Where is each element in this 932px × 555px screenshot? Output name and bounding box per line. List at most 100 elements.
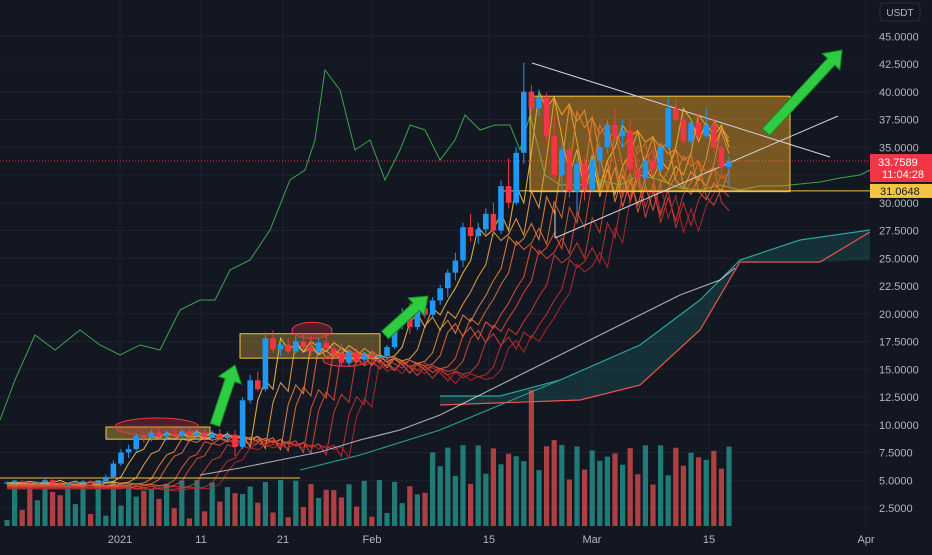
cloud-fill [440,230,870,405]
candle-body [574,163,580,192]
candle-body [224,434,231,439]
quote-label: USDT [886,8,913,19]
candle-body [551,136,557,175]
volume-bar [57,495,63,526]
volume-bar [65,485,71,526]
price-tick-label: 17.5000 [879,337,919,349]
candle-body [521,91,527,153]
candle-body [711,125,717,148]
highlight-ellipse-3 [322,353,368,367]
volume-bar [285,517,291,526]
candle-body [285,344,291,352]
candle-body [619,130,626,137]
candle-body [118,452,124,464]
volume-bar [680,465,686,526]
candle-body [57,483,63,485]
volume-bar [528,390,534,526]
volume-bar [50,492,56,526]
candle-body [209,433,215,437]
candle-body [369,354,375,359]
ichimoku-cloud [299,229,871,471]
candle-body [239,400,246,447]
time-axis: 2021 11 21 Feb 15 Mar 15 Apr [0,528,932,550]
price-tick-label: 15.0000 [879,364,919,376]
volume-bar [194,480,200,526]
volume-bar [346,484,352,526]
volume-bar [103,515,109,526]
volume-bar [240,494,246,526]
candle-body [475,229,481,237]
consolidation-box-3 [529,95,791,193]
volume-bar [4,520,10,526]
candle-body [49,480,56,484]
volume-bar [536,470,542,526]
time-tick-label: 15 [483,534,495,546]
candle-body [642,160,649,179]
candle-body [4,482,10,484]
candle-body [650,160,656,170]
candle-body [201,432,208,437]
volume-bar [407,486,413,526]
candle-body [163,433,170,436]
candle-body [718,147,725,168]
candle-body [125,449,132,453]
level-badge [870,183,932,198]
lagging-span-line [0,68,871,421]
candle-body [34,482,41,484]
time-axis-bg [0,528,932,550]
candle-body [186,431,193,436]
volume-bar [255,502,261,526]
candle-body [156,432,162,436]
candle-body [490,213,497,231]
price-tick-label: 20.0000 [879,309,919,321]
candle-body [528,91,535,109]
volume-bar [574,446,580,526]
candle-body [171,433,177,436]
candle-body [407,313,413,328]
candle-body [232,434,238,447]
last-price-value: 33.7589 [878,157,918,169]
volume-bar [361,480,367,526]
candle-body [460,227,466,261]
price-tick-label: 10.0000 [879,420,919,432]
candle-body [300,341,307,348]
volume-bar [718,468,724,526]
price-tick-label: 22.5000 [879,281,919,293]
volume-bar [300,507,306,526]
candle-body [194,432,200,436]
volume-bar [126,484,132,526]
candle-body [695,122,702,137]
annotation-arrows [209,49,843,428]
volume-bar [247,486,253,526]
volume-bar [437,466,443,526]
candles [4,62,732,487]
candle-body [72,482,79,484]
volume-bar [620,464,626,526]
volume-bar [118,505,124,526]
cloud-span-a [440,229,871,397]
level-value: 31.0648 [880,186,920,198]
volume-bar [232,493,238,526]
time-tick-label: Mar [583,534,602,546]
ma-ribbon-line [7,103,730,487]
candle-body [87,481,94,483]
price-tick-label: 40.0000 [879,87,919,99]
candle-body [452,260,459,273]
volume-bar [521,461,527,526]
candle-body [543,97,550,137]
volume-bar [430,452,436,526]
candle-body [703,125,709,137]
price-axis: USDT45.000042.500040.000037.500035.00003… [870,0,932,528]
candle-body [361,354,367,360]
volume-bar [673,447,679,526]
volume-bar [468,483,474,526]
time-tick-label: 21 [277,534,289,546]
volume-bar [110,481,116,526]
candle-body [414,308,421,328]
price-tick-label: 37.5000 [879,115,919,127]
price-tick-label: 42.5000 [879,59,919,71]
candle-body [604,125,611,148]
indicator-lines [0,68,871,479]
volume-bar [604,456,610,526]
